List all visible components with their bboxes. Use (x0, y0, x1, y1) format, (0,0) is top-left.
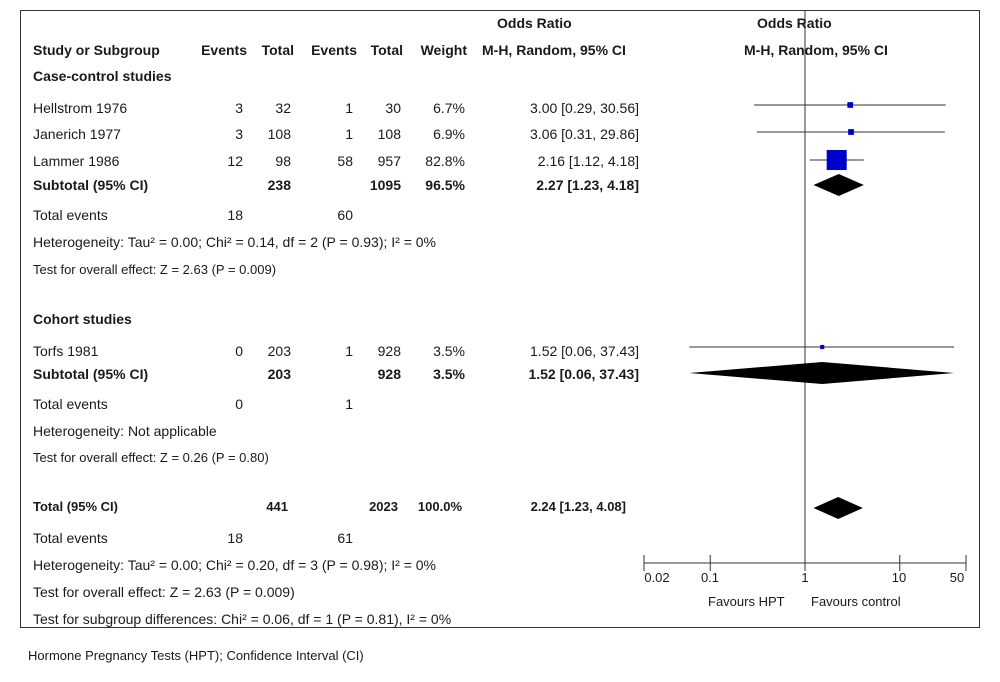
or-ci: 2.16 [1.12, 4.18] (537, 153, 639, 169)
weight: 82.8% (425, 153, 465, 169)
total-2: 30 (385, 100, 401, 116)
total-2: 108 (377, 126, 401, 142)
or-ci: 1.52 [0.06, 37.43] (530, 343, 639, 359)
events-2: 1 (345, 343, 353, 359)
total-events-1: 0 (235, 396, 243, 412)
study-marker (820, 344, 825, 350)
subgroup-differences-text: Test for subgroup differences: Chi² = 0.… (33, 611, 452, 627)
section-title-case-control: Case-control studies (33, 68, 172, 84)
overall-effect-text: Test for overall effect: Z = 0.26 (P = 0… (33, 450, 269, 465)
total-total-2: 2023 (369, 499, 398, 514)
favours-left-label: Favours HPT (708, 594, 785, 609)
events-2: 58 (337, 153, 353, 169)
events-2: 1 (345, 126, 353, 142)
events-1: 12 (227, 153, 243, 169)
header-total-1: Total (261, 42, 294, 58)
or-ci: 3.06 [0.31, 29.86] (530, 126, 639, 142)
axis-tick-label: 50 (949, 570, 965, 585)
total-1: 108 (267, 126, 291, 142)
study-marker (826, 149, 847, 171)
total-events-2: 61 (337, 530, 353, 546)
study-marker (848, 129, 854, 135)
subtotal-label: Subtotal (95% CI) (33, 366, 149, 382)
summary-diamond (813, 174, 864, 196)
subtotal-or-ci: 2.27 [1.23, 4.18] (536, 177, 639, 193)
subtotal-total-1: 203 (267, 366, 291, 382)
axis-tick-label: 0.02 (644, 570, 670, 585)
header-events-1: Events (201, 42, 247, 58)
total-heterogeneity-text: Heterogeneity: Tau² = 0.00; Chi² = 0.20,… (33, 557, 436, 573)
subtotal-or-ci: 1.52 [0.06, 37.43] (528, 366, 639, 382)
total-events-2: 1 (345, 396, 353, 412)
subtotal-weight: 3.5% (433, 366, 465, 382)
study-name: Hellstrom 1976 (33, 100, 128, 116)
weight: 3.5% (433, 343, 465, 359)
total-1: 98 (275, 153, 291, 169)
header-weight: Weight (420, 42, 467, 58)
summary-diamond (689, 362, 955, 384)
total-overall-effect-text: Test for overall effect: Z = 2.63 (P = 0… (33, 584, 295, 600)
total-events-label: Total events (33, 396, 108, 412)
subtotal-total-2: 928 (377, 366, 401, 382)
heterogeneity-text: Heterogeneity: Not applicable (33, 423, 217, 439)
total-events-1: 18 (227, 530, 243, 546)
subtotal-weight: 96.5% (425, 177, 465, 193)
total-weight: 100.0% (417, 499, 462, 514)
total-events-1: 18 (227, 207, 243, 223)
header-or-sub-left: M-H, Random, 95% CI (482, 42, 626, 58)
events-2: 1 (345, 100, 353, 116)
forest-plot-frame (20, 10, 980, 628)
axis-tick-label: 1 (801, 570, 809, 585)
total-events-label: Total events (33, 530, 108, 546)
total-2: 957 (377, 153, 401, 169)
total-or-ci: 2.24 [1.23, 4.08] (530, 499, 626, 514)
events-1: 0 (235, 343, 243, 359)
weight: 6.7% (433, 100, 465, 116)
caption: Hormone Pregnancy Tests (HPT); Confidenc… (28, 648, 364, 663)
header-or-label-right: Odds Ratio (757, 15, 832, 31)
total-events-label: Total events (33, 207, 108, 223)
favours-right-label: Favours control (811, 594, 901, 609)
axis-tick-label: 0.1 (700, 570, 720, 585)
header-total-2: Total (370, 42, 403, 58)
header-or-sub-right: M-H, Random, 95% CI (744, 42, 888, 58)
total-total-1: 441 (266, 499, 288, 514)
header-or-label-left: Odds Ratio (497, 15, 572, 31)
study-marker (847, 102, 854, 108)
header-events-2: Events (311, 42, 357, 58)
heterogeneity-text: Heterogeneity: Tau² = 0.00; Chi² = 0.14,… (33, 234, 436, 250)
study-name: Lammer 1986 (33, 153, 120, 169)
events-1: 3 (235, 126, 243, 142)
total-1: 32 (275, 100, 291, 116)
total-1: 203 (267, 343, 291, 359)
header-study: Study or Subgroup (33, 42, 160, 58)
or-ci: 3.00 [0.29, 30.56] (530, 100, 639, 116)
events-1: 3 (235, 100, 243, 116)
study-name: Torfs 1981 (33, 343, 99, 359)
overall-effect-text: Test for overall effect: Z = 2.63 (P = 0… (33, 262, 277, 277)
summary-diamond (813, 497, 863, 519)
subtotal-total-2: 1095 (369, 177, 401, 193)
section-title-cohort: Cohort studies (33, 311, 132, 327)
study-name: Janerich 1977 (33, 126, 121, 142)
total-events-2: 60 (337, 207, 353, 223)
total-label: Total (95% CI) (33, 499, 118, 514)
subtotal-label: Subtotal (95% CI) (33, 177, 149, 193)
axis-tick-label: 10 (891, 570, 907, 585)
total-2: 928 (377, 343, 401, 359)
weight: 6.9% (433, 126, 465, 142)
subtotal-total-1: 238 (267, 177, 291, 193)
